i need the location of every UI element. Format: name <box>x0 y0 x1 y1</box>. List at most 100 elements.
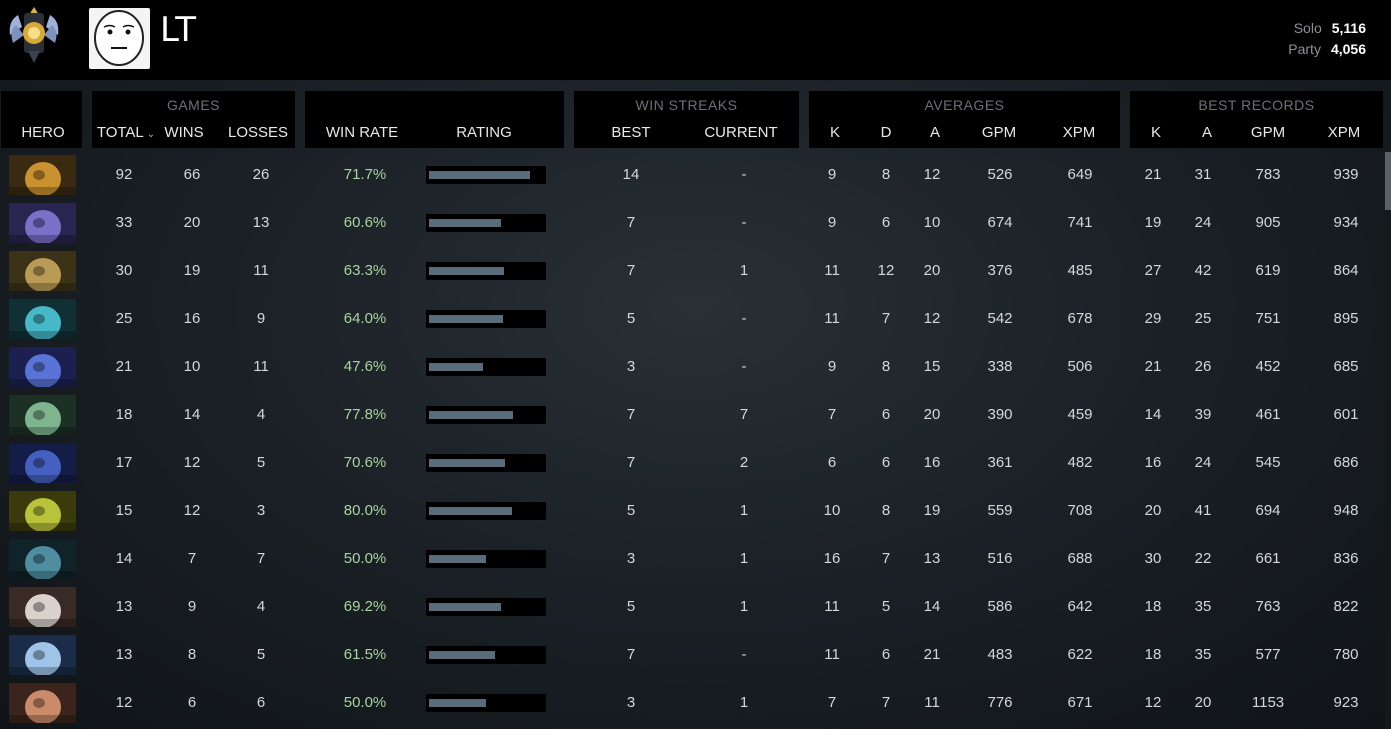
avg-kills-cell: 11 <box>824 262 840 279</box>
scrollbar-thumb[interactable] <box>1385 152 1391 210</box>
best-streak-cell: 3 <box>626 358 636 375</box>
best-xpm-cell: 686 <box>1333 454 1359 471</box>
hero-portrait-blue-icon[interactable] <box>9 347 76 387</box>
total-cell: 25 <box>115 310 133 327</box>
best-xpm-cell: 923 <box>1333 694 1359 711</box>
rating-bar <box>426 358 546 376</box>
table-row[interactable]: 15 12 3 80.0% 5 1 10 8 19 559 708 20 41 694 948 <box>0 489 1391 537</box>
mmr-party: Party 4,056 <box>1288 39 1366 60</box>
table-row[interactable]: 17 12 5 70.6% 7 2 6 6 16 361 482 16 24 545 686 <box>0 441 1391 489</box>
col-rating[interactable]: RATING <box>456 124 512 141</box>
best-gpm-cell: 905 <box>1255 214 1281 231</box>
avg-assists-cell: 19 <box>923 502 941 519</box>
current-streak-cell: - <box>741 310 747 327</box>
table-row[interactable]: 25 16 9 64.0% 5 - 11 7 12 542 678 29 25 751 895 <box>0 297 1391 345</box>
hero-portrait-green-icon[interactable] <box>9 395 76 435</box>
hero-portrait-tan-icon[interactable] <box>9 251 76 291</box>
group-win-streaks: WIN STREAKS <box>635 97 738 113</box>
header-box-winrate <box>305 91 564 148</box>
wins-cell: 9 <box>187 598 197 615</box>
best-xpm-cell: 948 <box>1333 502 1359 519</box>
group-averages: AVERAGES <box>924 97 1005 113</box>
table-row[interactable]: 13 9 4 69.2% 5 1 11 5 14 586 642 18 35 763 822 <box>0 585 1391 633</box>
col-hero[interactable]: HERO <box>21 124 65 141</box>
best-streak-cell: 7 <box>626 214 636 231</box>
wins-cell: 6 <box>187 694 197 711</box>
avg-xpm-cell: 688 <box>1067 550 1093 567</box>
table-row[interactable]: 33 20 13 60.6% 7 - 9 6 10 674 741 19 24 905 934 <box>0 201 1391 249</box>
hero-portrait-purple-icon[interactable] <box>9 203 76 243</box>
col-avg-xpm[interactable]: XPM <box>1062 124 1096 141</box>
current-streak-cell: 1 <box>739 694 749 711</box>
table-row[interactable]: 21 10 11 47.6% 3 - 9 8 15 338 506 21 26 452 685 <box>0 345 1391 393</box>
current-streak-cell: 2 <box>739 454 749 471</box>
col-avg-deaths[interactable]: D <box>880 124 892 141</box>
avg-assists-cell: 21 <box>923 646 941 663</box>
avg-xpm-cell: 622 <box>1067 646 1093 663</box>
hero-portrait-gold-icon[interactable] <box>9 155 76 195</box>
win-rate-cell: 61.5% <box>343 646 387 663</box>
mmr-solo-label: Solo <box>1293 20 1322 36</box>
table-row[interactable]: 13 8 5 61.5% 7 - 11 6 21 483 622 18 35 577 780 <box>0 633 1391 681</box>
col-avg-assists[interactable]: A <box>929 124 941 141</box>
avg-deaths-cell: 8 <box>881 502 891 519</box>
rating-bar <box>426 166 546 184</box>
col-total[interactable]: TOTAL ⌄ <box>97 124 155 141</box>
losses-cell: 5 <box>256 454 266 471</box>
best-assists-cell: 39 <box>1194 406 1212 423</box>
mmr-solo: Solo 5,116 <box>1288 18 1366 39</box>
col-losses[interactable]: LOSSES <box>227 124 289 141</box>
table-row[interactable]: 14 7 7 50.0% 3 1 16 7 13 516 688 30 22 661 836 <box>0 537 1391 585</box>
rating-bar-fill <box>429 171 530 179</box>
win-rate-cell: 50.0% <box>343 550 387 567</box>
player-avatar[interactable] <box>89 8 150 69</box>
current-streak-cell: - <box>741 166 747 183</box>
avg-deaths-cell: 6 <box>881 406 891 423</box>
table-row[interactable]: 18 14 4 77.8% 7 7 7 6 20 390 459 14 39 461 601 <box>0 393 1391 441</box>
win-rate-cell: 80.0% <box>343 502 387 519</box>
total-cell: 13 <box>115 646 133 663</box>
rank-medal-icon <box>6 5 62 67</box>
rating-bar-fill <box>429 603 501 611</box>
col-win-rate[interactable]: WIN RATE <box>325 124 399 141</box>
col-avg-kills[interactable]: K <box>829 124 841 141</box>
col-best-gpm[interactable]: GPM <box>1250 124 1286 141</box>
col-best-assists[interactable]: A <box>1201 124 1213 141</box>
total-cell: 17 <box>115 454 133 471</box>
hero-portrait-dark-teal-icon[interactable] <box>9 539 76 579</box>
losses-cell: 11 <box>253 358 269 375</box>
best-xpm-cell: 685 <box>1333 358 1359 375</box>
col-wins[interactable]: WINS <box>164 124 204 141</box>
hero-portrait-navy-icon[interactable] <box>9 443 76 483</box>
avg-xpm-cell: 741 <box>1067 214 1093 231</box>
avg-xpm-cell: 482 <box>1067 454 1093 471</box>
header-box-hero <box>1 91 82 148</box>
hero-portrait-white-icon[interactable] <box>9 587 76 627</box>
mmr-party-label: Party <box>1288 41 1321 57</box>
best-assists-cell: 35 <box>1194 598 1212 615</box>
avg-deaths-cell: 7 <box>881 310 891 327</box>
hero-portrait-pair-icon[interactable] <box>9 683 76 723</box>
col-current-streak[interactable]: CURRENT <box>704 124 778 141</box>
table-row[interactable]: 12 6 6 50.0% 3 1 7 7 11 776 671 12 20 1153 923 <box>0 681 1391 729</box>
avg-assists-cell: 16 <box>923 454 941 471</box>
hero-portrait-yellow-icon[interactable] <box>9 491 76 531</box>
col-avg-gpm[interactable]: GPM <box>981 124 1017 141</box>
mmr-panel: Solo 5,116 Party 4,056 <box>1288 18 1366 60</box>
hero-portrait-teal-icon[interactable] <box>9 299 76 339</box>
mmr-party-value: 4,056 <box>1330 41 1366 57</box>
table-row[interactable]: 30 19 11 63.3% 7 1 11 12 20 376 485 27 42 619 864 <box>0 249 1391 297</box>
col-best-xpm[interactable]: XPM <box>1327 124 1361 141</box>
table-row[interactable]: 92 66 26 71.7% 14 - 9 8 12 526 649 21 31 783 939 <box>0 153 1391 201</box>
win-rate-cell: 64.0% <box>343 310 387 327</box>
wins-cell: 66 <box>183 166 201 183</box>
hero-portrait-ice-icon[interactable] <box>9 635 76 675</box>
best-assists-cell: 25 <box>1194 310 1212 327</box>
col-best-kills[interactable]: K <box>1150 124 1162 141</box>
avg-deaths-cell: 6 <box>881 454 891 471</box>
avg-assists-cell: 20 <box>923 262 941 279</box>
col-best-streak[interactable]: BEST <box>611 124 651 141</box>
scrollbar-track[interactable] <box>1385 150 1391 729</box>
best-assists-cell: 26 <box>1194 358 1212 375</box>
best-kills-cell: 18 <box>1144 598 1162 615</box>
